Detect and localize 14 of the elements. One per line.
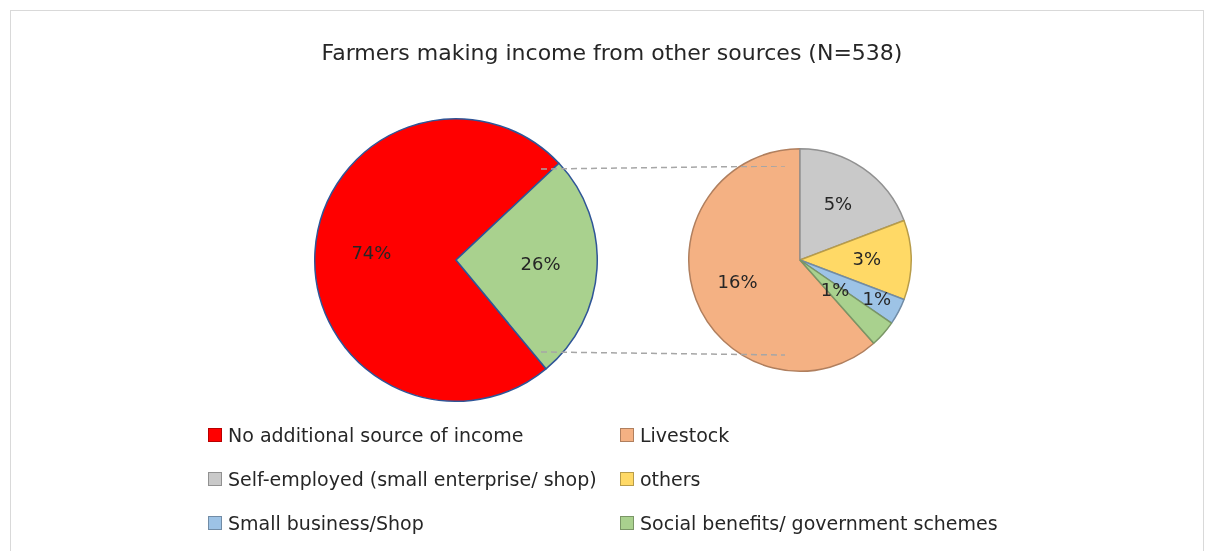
chart-title: Farmers making income from other sources (N=538) <box>320 40 904 65</box>
data-label: 1% <box>862 288 892 309</box>
legend-label: Small business/Shop <box>228 512 424 534</box>
data-label: 1% <box>820 278 850 300</box>
data-label: 16% <box>717 271 758 293</box>
data-label: 3% <box>852 247 882 269</box>
data-label: 26% <box>520 252 561 274</box>
legend-label: others <box>640 468 701 490</box>
legend-label: Livestock <box>640 424 730 446</box>
data-label: 5% <box>823 192 853 214</box>
legend-label: Self-employed (small enterprise/ shop) <box>228 468 597 490</box>
data-label: 74% <box>351 242 392 264</box>
legend-label: No additional source of income <box>228 424 524 446</box>
legend-label: Social benefits/ government schemes <box>640 512 998 534</box>
